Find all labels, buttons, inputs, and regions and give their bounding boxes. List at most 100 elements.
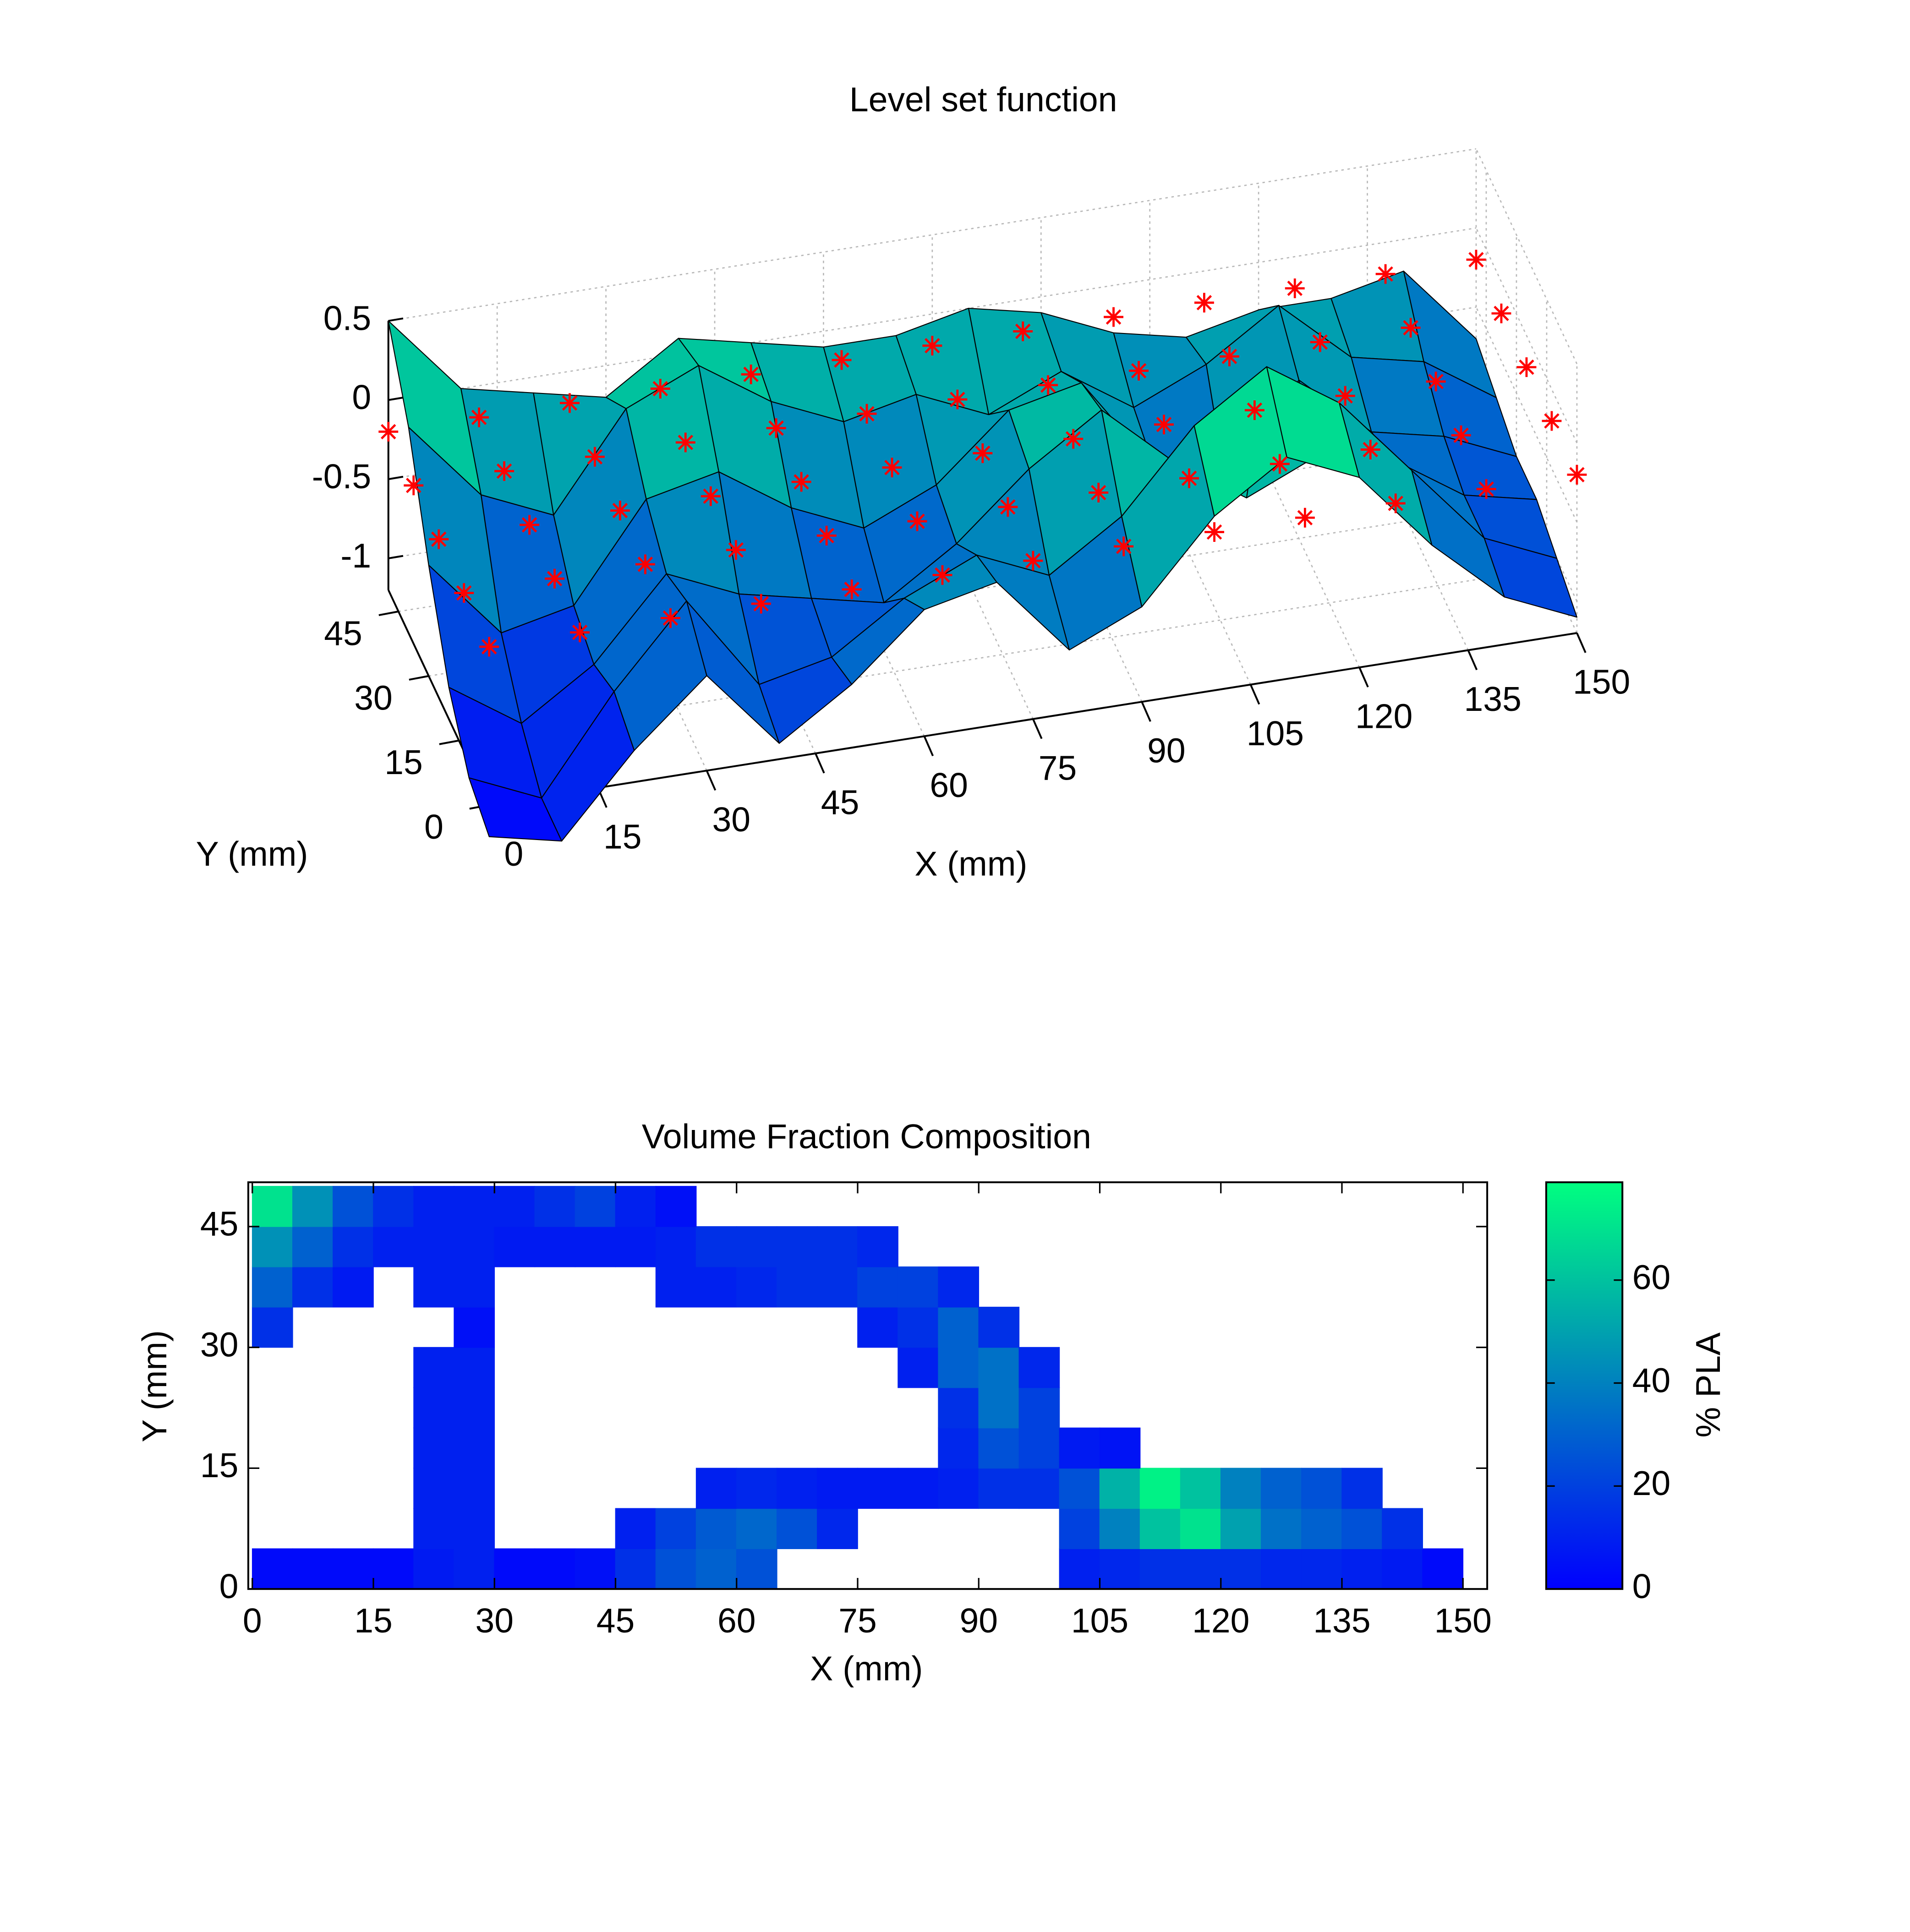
- control-point: [1295, 508, 1315, 528]
- control-point: [559, 393, 580, 413]
- heatmap-cell: [695, 1468, 737, 1509]
- heatmap-cell: [413, 1548, 454, 1589]
- heatmap-cell: [695, 1508, 737, 1550]
- heatmap-cell: [1018, 1468, 1060, 1509]
- heatmap-cell: [615, 1508, 657, 1550]
- heatmap-cell: [1180, 1468, 1221, 1509]
- marker-stroke: [834, 352, 849, 368]
- heatmap-cell: [938, 1427, 980, 1469]
- control-point: [816, 525, 837, 546]
- heatmap-cell: [655, 1186, 697, 1227]
- heatmap-cell: [1139, 1548, 1181, 1589]
- heatmap-cell: [1341, 1548, 1383, 1589]
- heatmap-cell: [413, 1266, 454, 1308]
- marker-stroke: [1403, 320, 1418, 336]
- marker-stroke: [1378, 266, 1393, 282]
- x-tick-label: 90: [959, 1601, 998, 1640]
- heatmap-cell: [1341, 1468, 1383, 1509]
- tick-mark: [1249, 684, 1260, 705]
- heatmap-cell: [1018, 1387, 1060, 1429]
- marker-stroke: [884, 459, 900, 475]
- marker-stroke: [678, 435, 694, 450]
- heatmap-cell: [454, 1266, 495, 1308]
- marker-stroke: [743, 366, 759, 382]
- control-point: [973, 443, 993, 463]
- control-point: [454, 583, 474, 603]
- tick-mark: [388, 317, 404, 322]
- marker-stroke: [1519, 359, 1534, 375]
- heatmap-cell: [695, 1266, 737, 1308]
- grid-line: [1475, 307, 1578, 523]
- control-point: [650, 379, 670, 399]
- heatmap-cell: [857, 1306, 898, 1348]
- heatmap-cell: [978, 1387, 1020, 1429]
- tick-mark: [706, 770, 717, 791]
- heatmap-cell: [252, 1226, 293, 1267]
- control-point: [998, 497, 1018, 517]
- tick-mark: [439, 739, 460, 745]
- heatmap-cell: [575, 1226, 616, 1267]
- tick-mark: [388, 397, 404, 401]
- control-point: [1542, 411, 1562, 431]
- heatmap-cell: [454, 1347, 495, 1388]
- grid-line: [388, 148, 1477, 322]
- control-point: [1179, 468, 1199, 488]
- control-point: [907, 511, 927, 531]
- control-point: [1194, 293, 1214, 313]
- marker-stroke: [1569, 467, 1585, 483]
- x-tick-label: 60: [717, 1601, 756, 1640]
- control-point: [479, 637, 499, 657]
- marker-stroke: [1453, 427, 1469, 443]
- marker-stroke: [753, 596, 769, 611]
- heatmap-cell: [413, 1508, 454, 1550]
- heatmap-cell: [454, 1186, 495, 1227]
- heatmap-cell: [1261, 1468, 1302, 1509]
- marker-stroke: [652, 381, 668, 397]
- control-point: [832, 350, 852, 370]
- heatmap-cell: [978, 1427, 1020, 1469]
- heatmap-cell: [817, 1266, 858, 1308]
- heatmap-cell: [736, 1226, 777, 1267]
- marker-stroke: [572, 624, 588, 640]
- control-point: [932, 565, 952, 585]
- heatmap-cell: [534, 1548, 576, 1589]
- heatmap-cell: [1422, 1548, 1464, 1589]
- control-point: [378, 422, 399, 442]
- control-point: [726, 540, 746, 560]
- heatmap-cell: [292, 1186, 334, 1227]
- heatmap-cell: [252, 1186, 293, 1227]
- tick-mark: [1032, 718, 1043, 739]
- heatmap-cell: [817, 1508, 858, 1550]
- marker-stroke: [1221, 349, 1237, 364]
- heatmap-cell: [333, 1266, 374, 1308]
- marker-stroke: [1297, 510, 1313, 525]
- heatmap-cell: [695, 1226, 737, 1267]
- heatmap-cell: [857, 1226, 898, 1267]
- control-point: [520, 515, 540, 535]
- marker-stroke: [1156, 417, 1172, 432]
- x-tick-label: 120: [1192, 1601, 1249, 1640]
- marker-stroke: [950, 392, 965, 407]
- heatmap-cell: [1059, 1468, 1100, 1509]
- x-tick-label: 150: [1434, 1601, 1492, 1640]
- control-point: [1114, 536, 1134, 557]
- surface-patch: [468, 777, 563, 842]
- x-tick-label: 0: [243, 1601, 262, 1640]
- colorbar-tick-label: 0: [1632, 1567, 1652, 1605]
- x-tick-label: 150: [1573, 662, 1630, 701]
- x-tick-label: 15: [603, 818, 642, 856]
- control-point: [1013, 321, 1033, 341]
- tick-mark: [815, 753, 825, 774]
- colorbar: [1545, 1181, 1624, 1590]
- heatmap-cell: [655, 1508, 697, 1550]
- marker-stroke: [1494, 306, 1509, 321]
- x-tick-label: 15: [354, 1601, 393, 1640]
- marker-stroke: [1206, 524, 1222, 540]
- heatmap-cell: [333, 1548, 374, 1589]
- heatmap-cell: [292, 1226, 334, 1267]
- control-point: [1129, 360, 1149, 381]
- heatmap-cell: [454, 1508, 495, 1550]
- y-tick-label: 15: [200, 1446, 239, 1484]
- heatmap-cell: [857, 1468, 898, 1509]
